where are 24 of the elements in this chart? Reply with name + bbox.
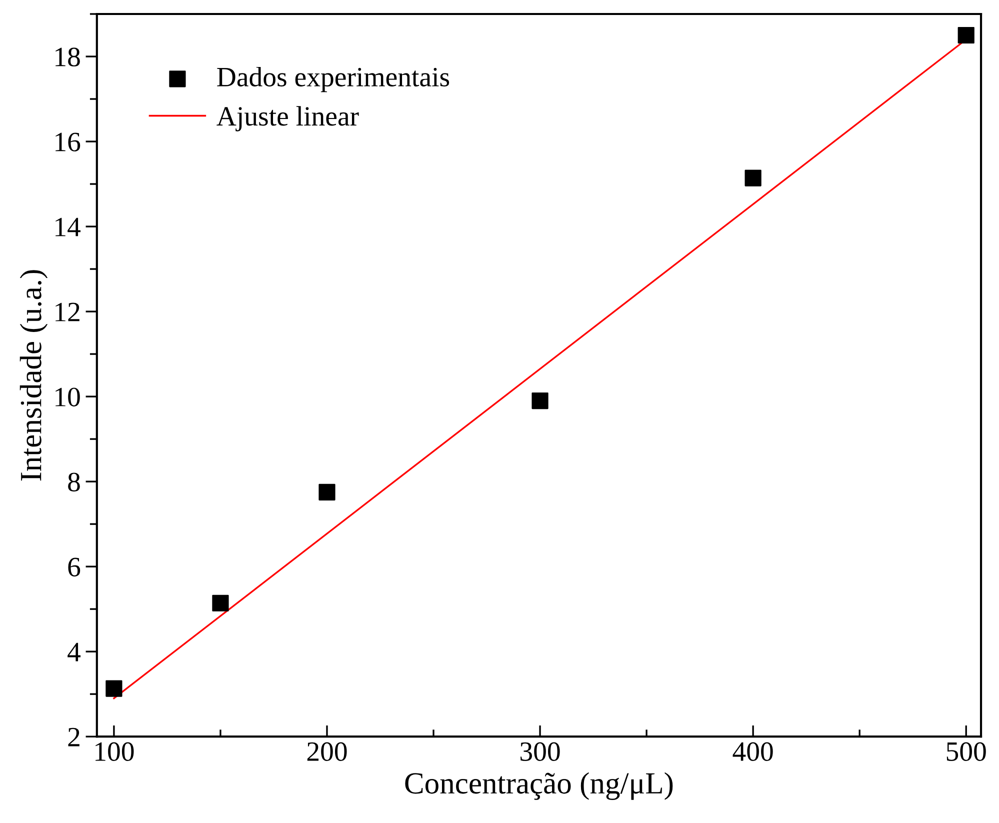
point	[532, 392, 548, 410]
point	[106, 680, 122, 697]
x-tick-label: 400	[732, 742, 773, 761]
x-tick-label: 100	[96, 742, 134, 761]
x-axis-title: Concentração (ng/μL)	[405, 772, 673, 800]
legend-label: Dados experimentais	[217, 66, 450, 92]
y-axis-title: Intensidade (u.a.)	[20, 270, 48, 481]
x-tick-label: 200	[307, 742, 347, 761]
y-tick-label: 4	[68, 642, 80, 662]
y-tick-label: 18	[56, 48, 80, 66]
x-tick-label: 500	[946, 742, 986, 761]
point	[958, 26, 974, 44]
point	[318, 484, 336, 500]
y-tick-label: 14	[56, 218, 80, 236]
y-tick-label: 2	[68, 728, 80, 746]
legend-label: Ajuste linear	[216, 106, 359, 132]
y-tick-label: 12	[56, 302, 80, 322]
x-tick-label: 300	[520, 742, 560, 761]
point	[744, 170, 762, 186]
y-tick-label: 8	[68, 472, 80, 492]
point	[212, 594, 229, 612]
y-tick-label: 10	[56, 388, 80, 406]
y-tick-label: 16	[56, 132, 80, 152]
y-tick-label: 6	[68, 558, 80, 576]
